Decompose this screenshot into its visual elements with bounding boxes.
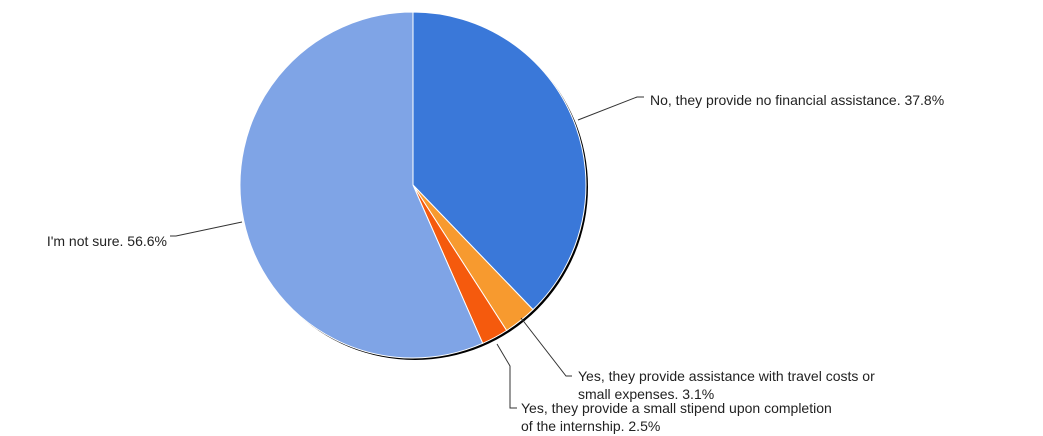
slice-label-2: Yes, they provide assistance with travel… — [578, 368, 875, 402]
leader-line-2 — [521, 318, 572, 376]
leader-line-3 — [497, 344, 517, 408]
leader-line-1 — [578, 97, 644, 120]
slice-label-3-line-2: of the internship. 2.5% — [521, 418, 660, 434]
slice-label-1: No, they provide no financial assistance… — [650, 92, 944, 108]
slice-label-3: Yes, they provide a small stipend upon c… — [521, 400, 832, 434]
slice-label-4: I'm not sure. 56.6% — [47, 233, 167, 249]
slice-label-4-line-1: I'm not sure. 56.6% — [47, 233, 167, 249]
slice-label-2-line-1: Yes, they provide assistance with travel… — [578, 368, 875, 384]
pie-slices — [240, 12, 586, 358]
leader-line-4 — [170, 222, 242, 236]
slice-label-1-line-1: No, they provide no financial assistance… — [650, 92, 944, 108]
slice-label-3-line-1: Yes, they provide a small stipend upon c… — [521, 400, 832, 416]
